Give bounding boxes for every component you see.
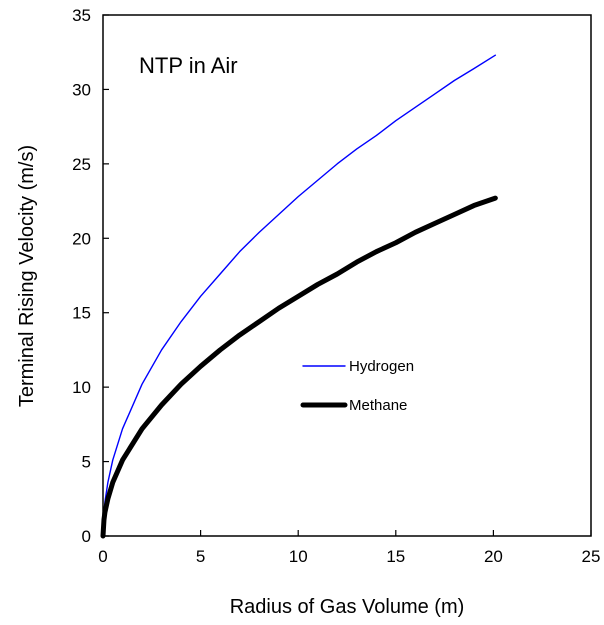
y-axis-ticks: 0 5 10 15 20 25 30 35 [72,6,109,546]
x-tick-label: 10 [289,547,308,566]
x-tick-label: 25 [582,547,601,566]
y-tick-label: 20 [72,229,91,248]
y-tick-label: 15 [72,304,91,323]
series-layer [100,54,498,539]
y-tick-label: 5 [82,453,91,472]
x-axis-title: Radius of Gas Volume (m) [230,596,465,618]
series-line-methane [100,195,498,539]
legend: Hydrogen Methane [300,358,414,414]
y-tick-label: 10 [72,378,91,397]
y-axis-title: Terminal Rising Velocity (m/s) [16,145,38,407]
chart-annotation: NTP in Air [139,53,238,78]
x-tick-label: 5 [196,547,205,566]
y-tick-label: 25 [72,155,91,174]
series-line-hydrogen [102,54,497,537]
legend-label-hydrogen: Hydrogen [349,358,414,375]
plot-area-frame [102,14,592,537]
y-tick-label: 0 [82,527,91,546]
y-tick-label: 35 [72,6,91,25]
legend-label-methane: Methane [349,397,407,414]
x-tick-label: 0 [98,547,107,566]
x-tick-label: 15 [386,547,405,566]
y-tick-label: 30 [72,80,91,99]
x-tick-label: 20 [484,547,503,566]
x-axis-ticks: 0 5 10 15 20 25 [98,530,600,566]
